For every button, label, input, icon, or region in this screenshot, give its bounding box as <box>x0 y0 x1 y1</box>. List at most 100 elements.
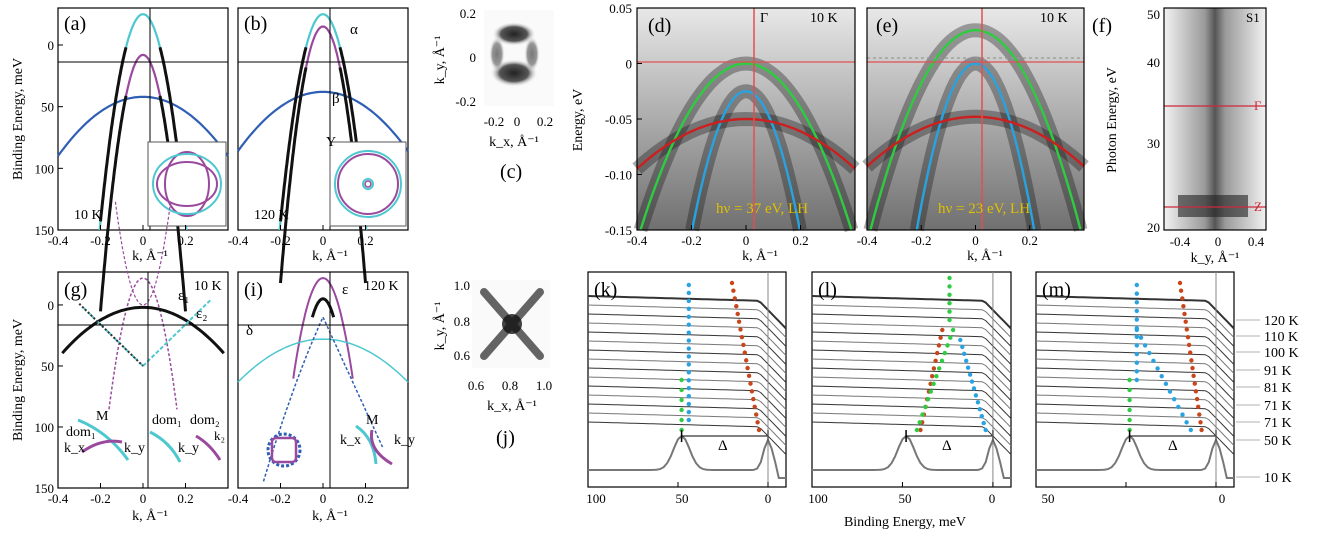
peak-marker <box>686 306 691 312</box>
peak-marker <box>960 344 965 350</box>
d-ytick: -0.10 <box>605 168 632 183</box>
xtick: 0.2 <box>357 233 373 248</box>
xtick: 0.2 <box>177 491 193 506</box>
panel-label-b: (b) <box>244 13 267 35</box>
peak-marker <box>1183 319 1188 324</box>
fermi-surface-inset-b <box>329 141 407 227</box>
xtick: 0 <box>320 233 327 248</box>
edc-curve <box>811 412 1012 446</box>
band-light_blue <box>690 90 802 231</box>
d-ytick: -0.05 <box>605 112 632 127</box>
temp-label-3: 91 K <box>1264 364 1292 379</box>
c-xtick-1: 0 <box>514 114 521 129</box>
edc-curve <box>1035 394 1235 428</box>
hv-label-d: hν = 37 eV, LH <box>716 201 808 217</box>
edc-curve <box>1035 304 1235 338</box>
edc-curve <box>811 331 1012 365</box>
peak-marker <box>931 381 936 387</box>
delta-k: Δ <box>718 438 728 454</box>
delta-l: Δ <box>942 438 952 454</box>
ytick: 0 <box>48 38 55 53</box>
peak-marker <box>1189 358 1194 363</box>
band-green <box>639 62 853 231</box>
panel-a: (a) 10 K Binding Energy, meV 0 50 100 150 -… <box>11 7 229 312</box>
peak-marker <box>947 309 952 314</box>
peak-marker <box>1188 427 1194 433</box>
x-axis-label-g: k, Å⁻¹ <box>132 508 168 524</box>
panel-label-e: (e) <box>876 15 898 37</box>
xtick: -0.2 <box>681 233 702 248</box>
dom1-contour-b <box>81 439 123 454</box>
edc-curve <box>587 403 787 437</box>
temp-label-4: 81 K <box>1264 381 1292 396</box>
edc-xlabel: Binding Energy, meV <box>844 515 966 530</box>
fs-contour-magenta-2 <box>164 151 210 217</box>
d-ylabel: Energy, eV <box>571 89 586 152</box>
edc-curve <box>812 434 1011 479</box>
panel-label-d: (d) <box>648 15 671 37</box>
xtick: -0.2 <box>90 233 111 248</box>
peak-marker <box>686 298 691 304</box>
edc-curve <box>1035 322 1235 356</box>
peak-marker <box>735 311 740 317</box>
xtick: 0 <box>320 491 327 506</box>
x-axis-label-a: k, Å⁻¹ <box>132 248 168 264</box>
cross-left-data <box>78 303 144 367</box>
peak-marker <box>745 365 750 371</box>
x-axis-label-i: k, Å⁻¹ <box>312 508 348 524</box>
peak-marker <box>967 372 973 377</box>
gamma-label: Y <box>326 135 336 150</box>
peak-marker <box>1191 373 1196 379</box>
m-contour-cyan <box>355 424 378 465</box>
peak-marker <box>751 396 756 402</box>
peak-marker <box>686 417 691 423</box>
peak-marker <box>923 404 928 410</box>
peak-marker <box>1194 396 1200 402</box>
panel-label-k: (k) <box>594 279 617 301</box>
d-ytick: 0.05 <box>609 1 632 16</box>
edc-curve <box>587 421 787 455</box>
peak-marker <box>741 342 746 348</box>
edc-curve <box>811 385 1012 419</box>
peak-marker <box>1138 335 1144 340</box>
m-contour-mag <box>369 429 393 466</box>
peak-marker <box>679 407 684 413</box>
m-xtick-2: 0 <box>1219 491 1226 506</box>
peak-marker <box>686 346 691 351</box>
peak-marker <box>1181 304 1186 309</box>
edc-curve <box>587 358 787 392</box>
peak-marker <box>732 296 737 301</box>
peak-marker <box>679 387 684 393</box>
peak-marker <box>1199 427 1204 433</box>
peak-marker <box>1193 389 1199 394</box>
x-axis-label-b: k, Å⁻¹ <box>312 248 348 264</box>
peak-marker <box>1134 300 1140 305</box>
peak-marker <box>920 412 925 417</box>
edc-curve <box>1035 403 1235 437</box>
peak-marker <box>679 377 684 383</box>
peak-marker <box>1134 377 1140 383</box>
peak-marker <box>969 379 975 384</box>
k-xtick-2: 0 <box>765 491 772 506</box>
eps2-band <box>114 201 172 306</box>
panel-label-j: (j) <box>496 427 515 449</box>
flat-cyan <box>237 338 409 383</box>
temp-label-i: 120 K <box>364 279 399 294</box>
panel-c: 0.2 0 -0.2 -0.2 0 0.2 k_y, Å⁻¹ k_x, Å⁻¹ … <box>432 6 554 183</box>
peak-marker <box>686 322 691 327</box>
f-ytick-2: 30 <box>1147 136 1160 151</box>
j-xtick-0: 0.6 <box>468 378 485 393</box>
hv-label-e: hν = 23 eV, LH <box>938 201 1030 217</box>
ytick: 100 <box>35 420 55 435</box>
peak-marker <box>1127 407 1132 413</box>
peak-marker <box>979 413 984 419</box>
edc-curve <box>1036 434 1234 479</box>
peak-marker <box>930 373 935 379</box>
c-xtick-0: -0.2 <box>484 114 505 129</box>
d-ytick: 0 <box>626 57 633 72</box>
dom1-label: dom₁ <box>66 425 96 440</box>
xtick: 0 <box>140 491 147 506</box>
k2-label-g: k₂ <box>214 428 225 443</box>
xtick: -0.4 <box>48 233 69 248</box>
